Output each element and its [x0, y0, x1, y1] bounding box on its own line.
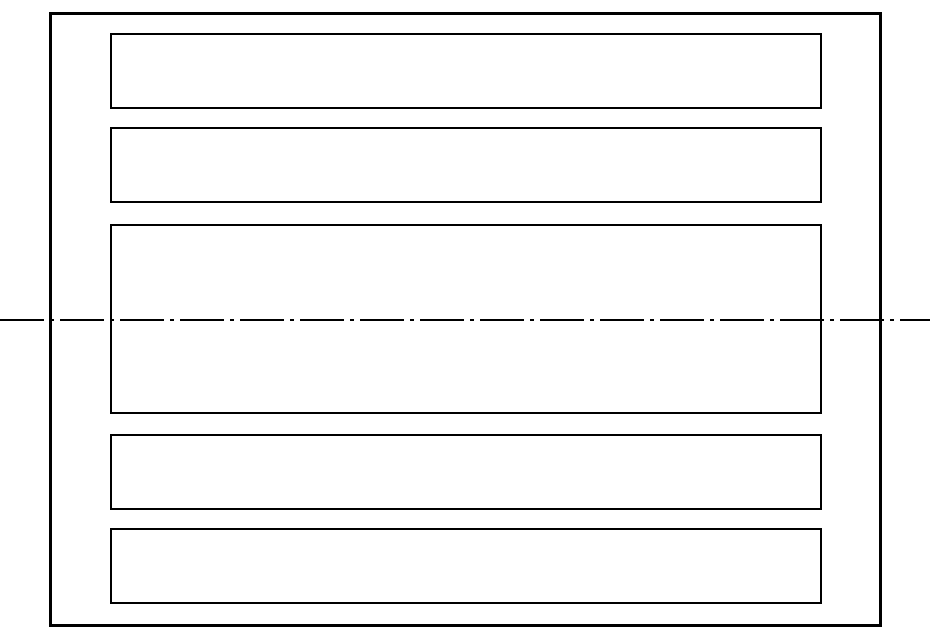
centerline-segment [300, 319, 344, 321]
centerline-segment [350, 319, 354, 321]
centerline-segment [600, 319, 644, 321]
centerline-segment [840, 319, 884, 321]
centerline-segment [890, 319, 894, 321]
centerline-segment [830, 319, 834, 321]
centerline-segment [290, 319, 294, 321]
centerline-segment [710, 319, 714, 321]
centerline-segment [660, 319, 704, 321]
inner-box-2 [110, 127, 822, 203]
centerline-segment [110, 319, 114, 321]
centerline-segment [120, 319, 164, 321]
centerline-segment [480, 319, 524, 321]
centerline-segment [770, 319, 774, 321]
inner-box-4 [110, 434, 822, 510]
centerline-segment [420, 319, 464, 321]
centerline-segment [170, 319, 174, 321]
inner-box-1 [110, 33, 822, 109]
centerline-segment [180, 319, 224, 321]
centerline-segment [360, 319, 404, 321]
inner-box-5 [110, 528, 822, 604]
centerline-segment [230, 319, 234, 321]
centerline-segment [240, 319, 284, 321]
centerline-segment [50, 319, 54, 321]
centerline-segment [650, 319, 654, 321]
centerline-segment [900, 319, 930, 321]
centerline-segment [410, 319, 414, 321]
centerline-segment [0, 319, 44, 321]
diagram-canvas [0, 0, 930, 640]
centerline-segment [470, 319, 474, 321]
centerline-segment [780, 319, 824, 321]
centerline-segment [720, 319, 764, 321]
centerline-segment [60, 319, 104, 321]
centerline-segment [590, 319, 594, 321]
centerline-segment [530, 319, 534, 321]
centerline-segment [540, 319, 584, 321]
